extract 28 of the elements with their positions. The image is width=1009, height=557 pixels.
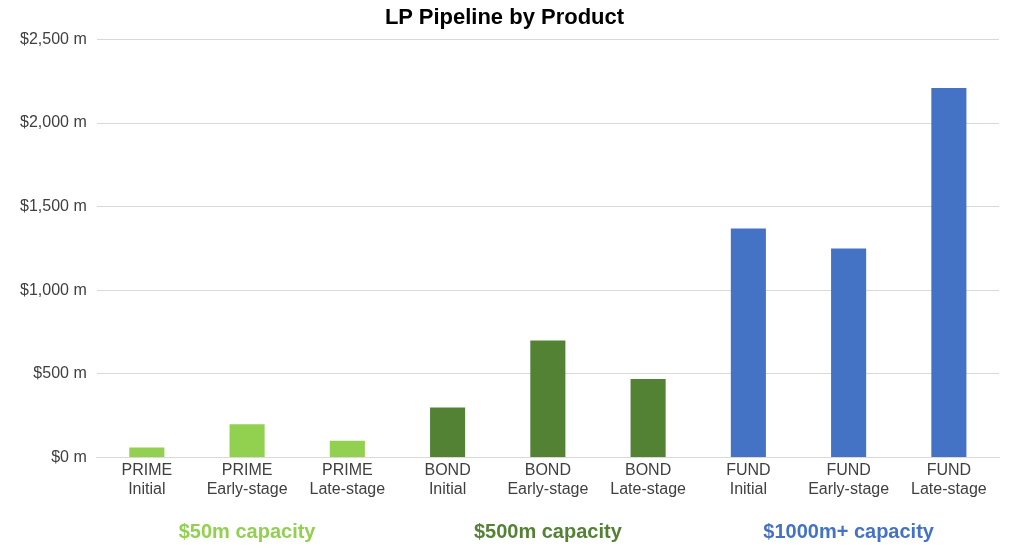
- x-tick-label: BOND Early-stage: [507, 460, 589, 497]
- y-tick-label: $500 m: [33, 364, 87, 382]
- chart-title: LP Pipeline by Product: [384, 4, 625, 30]
- bar: [329, 440, 365, 458]
- x-tick-label: BOND Late-stage: [610, 460, 687, 497]
- x-tick-label: FUND Initial: [726, 460, 771, 497]
- bar: [831, 248, 867, 458]
- x-tick-label: BOND Initial: [424, 460, 471, 497]
- bar: [229, 424, 265, 458]
- text: $1000m+ capacity: [763, 519, 935, 542]
- y-tick-label: $2,000 m: [19, 113, 87, 131]
- x-tick-label: PRIME Initial: [121, 460, 173, 497]
- y-tick-label: $0 m: [51, 448, 87, 466]
- bar: [730, 228, 766, 458]
- x-tick-label: FUND Late-stage: [911, 460, 987, 497]
- text: $500m capacity: [473, 519, 623, 542]
- bar: [530, 340, 566, 458]
- x-tick-label: PRIME Late-stage: [309, 460, 386, 497]
- y-tick-label: $2,500 m: [19, 29, 87, 47]
- bar: [630, 378, 666, 458]
- bar: [430, 407, 466, 458]
- y-tick-label: $1,500 m: [19, 197, 87, 215]
- bar: [931, 87, 967, 458]
- x-tick-label: FUND Early-stage: [808, 460, 890, 497]
- y-tick-label: $1,000 m: [19, 280, 87, 298]
- text: $50m capacity: [178, 519, 317, 542]
- x-tick-label: PRIME Early-stage: [206, 460, 288, 497]
- bar: [129, 447, 165, 458]
